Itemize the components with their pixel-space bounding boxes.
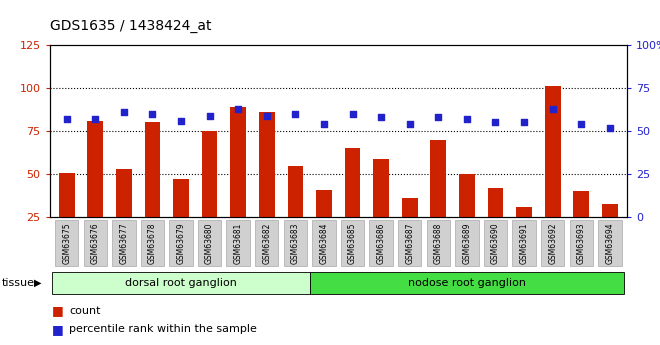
Point [347, 111, 358, 117]
Point [119, 109, 129, 115]
FancyBboxPatch shape [55, 220, 79, 266]
FancyBboxPatch shape [52, 272, 310, 294]
Point [433, 115, 444, 120]
Point [519, 120, 529, 125]
Bar [488, 188, 504, 260]
Bar [459, 174, 475, 260]
Bar [544, 86, 560, 260]
FancyBboxPatch shape [112, 220, 135, 266]
Text: GDS1635 / 1438424_at: GDS1635 / 1438424_at [50, 19, 211, 33]
FancyBboxPatch shape [370, 220, 393, 266]
Bar [116, 169, 132, 260]
Point [405, 121, 415, 127]
Bar [345, 148, 360, 260]
Bar [87, 121, 103, 260]
FancyBboxPatch shape [598, 220, 622, 266]
Text: GSM63685: GSM63685 [348, 223, 357, 264]
Bar [173, 179, 189, 260]
Bar [602, 204, 618, 260]
Text: GSM63683: GSM63683 [291, 223, 300, 264]
FancyBboxPatch shape [198, 220, 221, 266]
Bar [402, 198, 418, 260]
Point [233, 106, 244, 111]
Text: GSM63684: GSM63684 [319, 223, 329, 264]
FancyBboxPatch shape [398, 220, 422, 266]
FancyBboxPatch shape [255, 220, 279, 266]
Point [547, 106, 558, 111]
Text: ■: ■ [51, 304, 63, 317]
Point [61, 116, 72, 122]
Bar [259, 112, 275, 260]
Text: GSM63679: GSM63679 [176, 223, 185, 264]
Point [576, 121, 587, 127]
Text: GSM63682: GSM63682 [262, 223, 271, 264]
FancyBboxPatch shape [84, 220, 107, 266]
FancyBboxPatch shape [570, 220, 593, 266]
Point [147, 111, 158, 117]
Bar [145, 122, 160, 260]
Text: GSM63688: GSM63688 [434, 223, 443, 264]
Text: dorsal root ganglion: dorsal root ganglion [125, 278, 237, 288]
FancyBboxPatch shape [341, 220, 364, 266]
Point [176, 118, 186, 124]
FancyBboxPatch shape [141, 220, 164, 266]
FancyBboxPatch shape [310, 272, 624, 294]
FancyBboxPatch shape [169, 220, 193, 266]
FancyBboxPatch shape [484, 220, 508, 266]
FancyBboxPatch shape [512, 220, 536, 266]
FancyBboxPatch shape [455, 220, 478, 266]
FancyBboxPatch shape [312, 220, 336, 266]
Point [319, 121, 329, 127]
Text: ▶: ▶ [34, 278, 42, 288]
Text: GSM63687: GSM63687 [405, 223, 414, 264]
Text: percentile rank within the sample: percentile rank within the sample [69, 325, 257, 334]
Point [376, 115, 386, 120]
FancyBboxPatch shape [426, 220, 450, 266]
Point [261, 113, 272, 118]
Text: GSM63678: GSM63678 [148, 223, 157, 264]
Text: GSM63675: GSM63675 [62, 223, 71, 264]
Bar [59, 172, 75, 260]
FancyBboxPatch shape [541, 220, 564, 266]
Text: nodose root ganglion: nodose root ganglion [408, 278, 526, 288]
Bar [202, 131, 217, 260]
FancyBboxPatch shape [284, 220, 307, 266]
FancyBboxPatch shape [226, 220, 250, 266]
Text: count: count [69, 306, 101, 315]
Bar [230, 107, 246, 260]
Text: GSM63692: GSM63692 [548, 223, 557, 264]
Text: GSM63691: GSM63691 [519, 223, 529, 264]
Text: GSM63686: GSM63686 [377, 223, 385, 264]
Text: GSM63689: GSM63689 [463, 223, 471, 264]
Text: GSM63690: GSM63690 [491, 223, 500, 264]
Text: tissue: tissue [1, 278, 34, 288]
Bar [316, 190, 332, 260]
Bar [430, 140, 446, 260]
Point [290, 111, 301, 117]
Text: GSM63693: GSM63693 [577, 223, 586, 264]
Text: GSM63681: GSM63681 [234, 223, 243, 264]
Bar [288, 166, 303, 260]
Text: GSM63677: GSM63677 [119, 223, 128, 264]
Bar [574, 191, 589, 260]
Point [90, 116, 100, 122]
Text: GSM63680: GSM63680 [205, 223, 214, 264]
Text: ■: ■ [51, 323, 63, 336]
Point [205, 113, 215, 118]
Point [490, 120, 501, 125]
Point [605, 125, 615, 130]
Text: GSM63676: GSM63676 [90, 223, 100, 264]
Bar [516, 207, 532, 260]
Point [461, 116, 472, 122]
Text: GSM63694: GSM63694 [605, 223, 614, 264]
Bar [374, 159, 389, 260]
